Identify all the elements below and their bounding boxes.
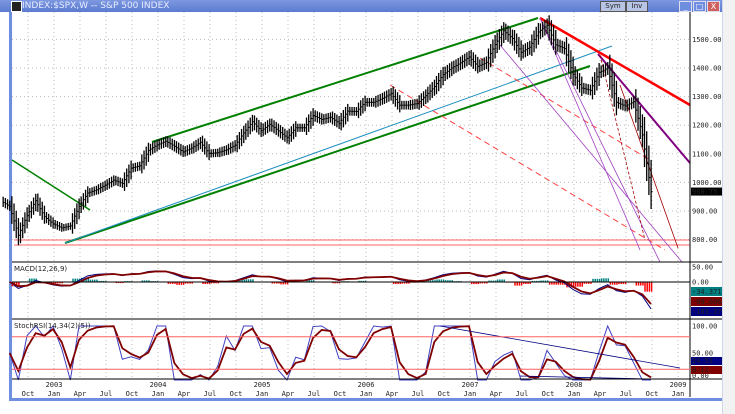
- macd-tick-label: 0.00: [692, 279, 709, 287]
- maximize-button[interactable]: □: [693, 1, 706, 12]
- x-tick-label: Jan: [568, 390, 581, 398]
- x-tick-label: Jul: [620, 390, 633, 398]
- purple-downtrend: [597, 53, 691, 164]
- y-tick-label: 800.00: [692, 236, 717, 244]
- x-tick-year: 2009: [670, 381, 687, 389]
- x-tick-label: Apr: [490, 390, 503, 398]
- red-downtrend: [539, 16, 691, 107]
- x-tick-label: Apr: [74, 390, 87, 398]
- green-channel-bottom: [64, 65, 591, 244]
- x-tick-label: Jul: [412, 390, 425, 398]
- y-tick-label: 1100.00: [692, 150, 722, 158]
- purple-fan-2: [499, 44, 683, 263]
- x-tick-label: Apr: [282, 390, 295, 398]
- red-dashed-1: [389, 84, 666, 251]
- minimize-button[interactable]: _: [679, 1, 692, 12]
- x-tick-year: 2005: [254, 381, 271, 389]
- x-tick-label: Jan: [464, 390, 477, 398]
- signal-line: [9, 270, 652, 305]
- last-price-label: 968.75: [692, 188, 717, 196]
- x-tick-label: Jul: [308, 390, 321, 398]
- macd-value-label: -69.606: [692, 298, 722, 306]
- x-tick-label: Oct: [230, 390, 243, 398]
- macd-panel: [9, 270, 653, 310]
- stoch-value-box: [691, 357, 722, 365]
- x-tick-label: Oct: [126, 390, 139, 398]
- inv-button[interactable]: Inv: [626, 1, 648, 12]
- trendlines: [11, 16, 691, 263]
- stoch-value-box: [691, 366, 722, 374]
- app-icon: [11, 1, 22, 12]
- y-tick-label: 1400.00: [692, 65, 722, 73]
- x-tick-year: 2004: [150, 381, 167, 389]
- window-border-left: [9, 12, 12, 398]
- y-tick-label: 1500.00: [692, 36, 722, 44]
- x-tick-year: 2003: [46, 381, 63, 389]
- x-tick-year: 2008: [566, 381, 583, 389]
- stoch-tick-label: 0.00: [692, 372, 709, 380]
- x-tick-label: Jan: [256, 390, 269, 398]
- window-border-bottom: [9, 398, 723, 401]
- macd-value-label: -34.371: [692, 288, 722, 296]
- price-chart: 1500.00 1400.00 1300.00 1200.00 1100.00 1000.…: [2, 12, 722, 398]
- x-tick-label: Oct: [646, 390, 659, 398]
- x-tick-label: Apr: [594, 390, 607, 398]
- close-button[interactable]: X: [707, 1, 720, 12]
- x-tick-label: Jul: [516, 390, 529, 398]
- stochrsi-title: StochRSI(14,34(2)(5)): [14, 322, 91, 330]
- x-tick-year: 2006: [358, 381, 375, 389]
- stoch-trend-top: [439, 325, 681, 369]
- green-channel-top: [151, 17, 539, 143]
- x-tick-label: Oct: [438, 390, 451, 398]
- macd-value-box: [691, 297, 722, 306]
- cyan-line: [64, 45, 613, 244]
- x-tick-label: Jul: [100, 390, 113, 398]
- macd-title: MACD(12,26,9): [14, 265, 67, 273]
- y-tick-label: 1000.00: [692, 179, 722, 187]
- sym-button[interactable]: Sym: [600, 1, 626, 12]
- stoch-value-label: 24.51: [692, 357, 713, 365]
- macd-tick-label: 50.00: [692, 264, 713, 272]
- y-tick-label: 900.00: [692, 208, 717, 216]
- green-early: [11, 159, 91, 211]
- x-tick-label: Apr: [386, 390, 399, 398]
- stochrsi-signal-line: [8, 325, 652, 381]
- x-tick-label: Apr: [178, 390, 191, 398]
- purple-fan-3: [539, 17, 641, 251]
- macd-value-box: [691, 307, 722, 316]
- y-tick-label: 1300.00: [692, 93, 722, 101]
- stoch-value-label: 0.11: [692, 366, 709, 374]
- x-tick-label: Oct: [542, 390, 555, 398]
- axes: 1500.00 1400.00 1300.00 1200.00 1100.00 1000.…: [12, 12, 722, 398]
- purple-fan-1: [539, 17, 661, 263]
- scroll-area[interactable]: [722, 0, 735, 414]
- stoch-tick-label: 100.00: [692, 323, 717, 331]
- x-tick-year: 2007: [462, 381, 479, 389]
- stoch-tick-label: 50.00: [692, 350, 713, 358]
- window-title: INDEX:$SPX,W -- S&P 500 INDEX: [22, 1, 170, 11]
- x-tick-label: Oct: [22, 390, 35, 398]
- macd-value-box: [691, 287, 722, 296]
- x-tick-label: Jul: [204, 390, 217, 398]
- x-tick-label: Jan: [48, 390, 61, 398]
- x-tick-label: Jan: [672, 390, 685, 398]
- price-bars: [2, 15, 653, 246]
- maroon-fan-1: [599, 54, 646, 241]
- last-price-box: [691, 187, 722, 196]
- macd-value-label: -103.378: [692, 308, 722, 316]
- x-tick-label: Jan: [152, 390, 165, 398]
- x-tick-label: Oct: [334, 390, 347, 398]
- x-tick-label: Jan: [360, 390, 373, 398]
- title-bar: [0, 0, 722, 12]
- y-tick-label: 1200.00: [692, 122, 722, 130]
